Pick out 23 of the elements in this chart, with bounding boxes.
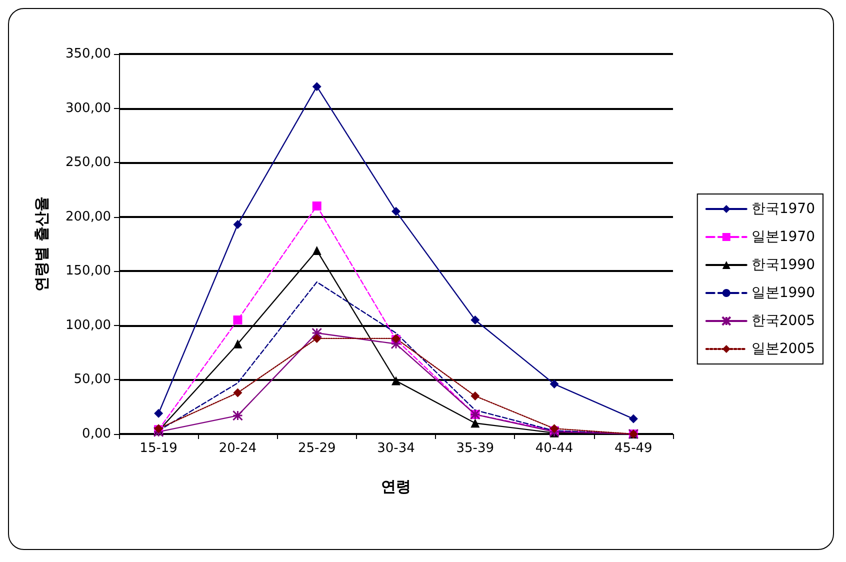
y-tick-label: 50,00 xyxy=(74,372,111,388)
y-tick-label: 0,00 xyxy=(82,426,111,442)
x-axis-title: 연령 xyxy=(381,478,411,496)
legend-label: 한국1970 xyxy=(751,201,816,217)
y-axis-title: 연령별 출산율 xyxy=(32,196,50,292)
x-tick-label: 35-39 xyxy=(456,441,494,456)
x-tick-label: 25-29 xyxy=(298,441,336,456)
y-tick-label: 100,00 xyxy=(66,318,111,333)
y-tick-label: 250,00 xyxy=(66,155,111,170)
x-tick-label: 45-49 xyxy=(614,441,652,456)
y-tick-label: 150,00 xyxy=(66,264,111,279)
y-tick-label: 200,00 xyxy=(66,209,111,224)
x-tick-label: 40-44 xyxy=(535,441,574,456)
x-tick-label: 20-24 xyxy=(218,441,257,456)
legend-label: 일본1990 xyxy=(751,285,816,301)
legend-label: 한국1990 xyxy=(751,257,816,273)
legend-label: 일본1970 xyxy=(751,229,816,245)
x-tick-label: 15-19 xyxy=(140,441,178,456)
y-tick-label: 300,00 xyxy=(66,100,111,116)
legend-label: 일본2005 xyxy=(751,341,816,357)
x-tick-label: 30-34 xyxy=(377,441,415,456)
legend-label: 한국2005 xyxy=(751,313,816,329)
y-tick-label: 350,00 xyxy=(66,46,111,62)
